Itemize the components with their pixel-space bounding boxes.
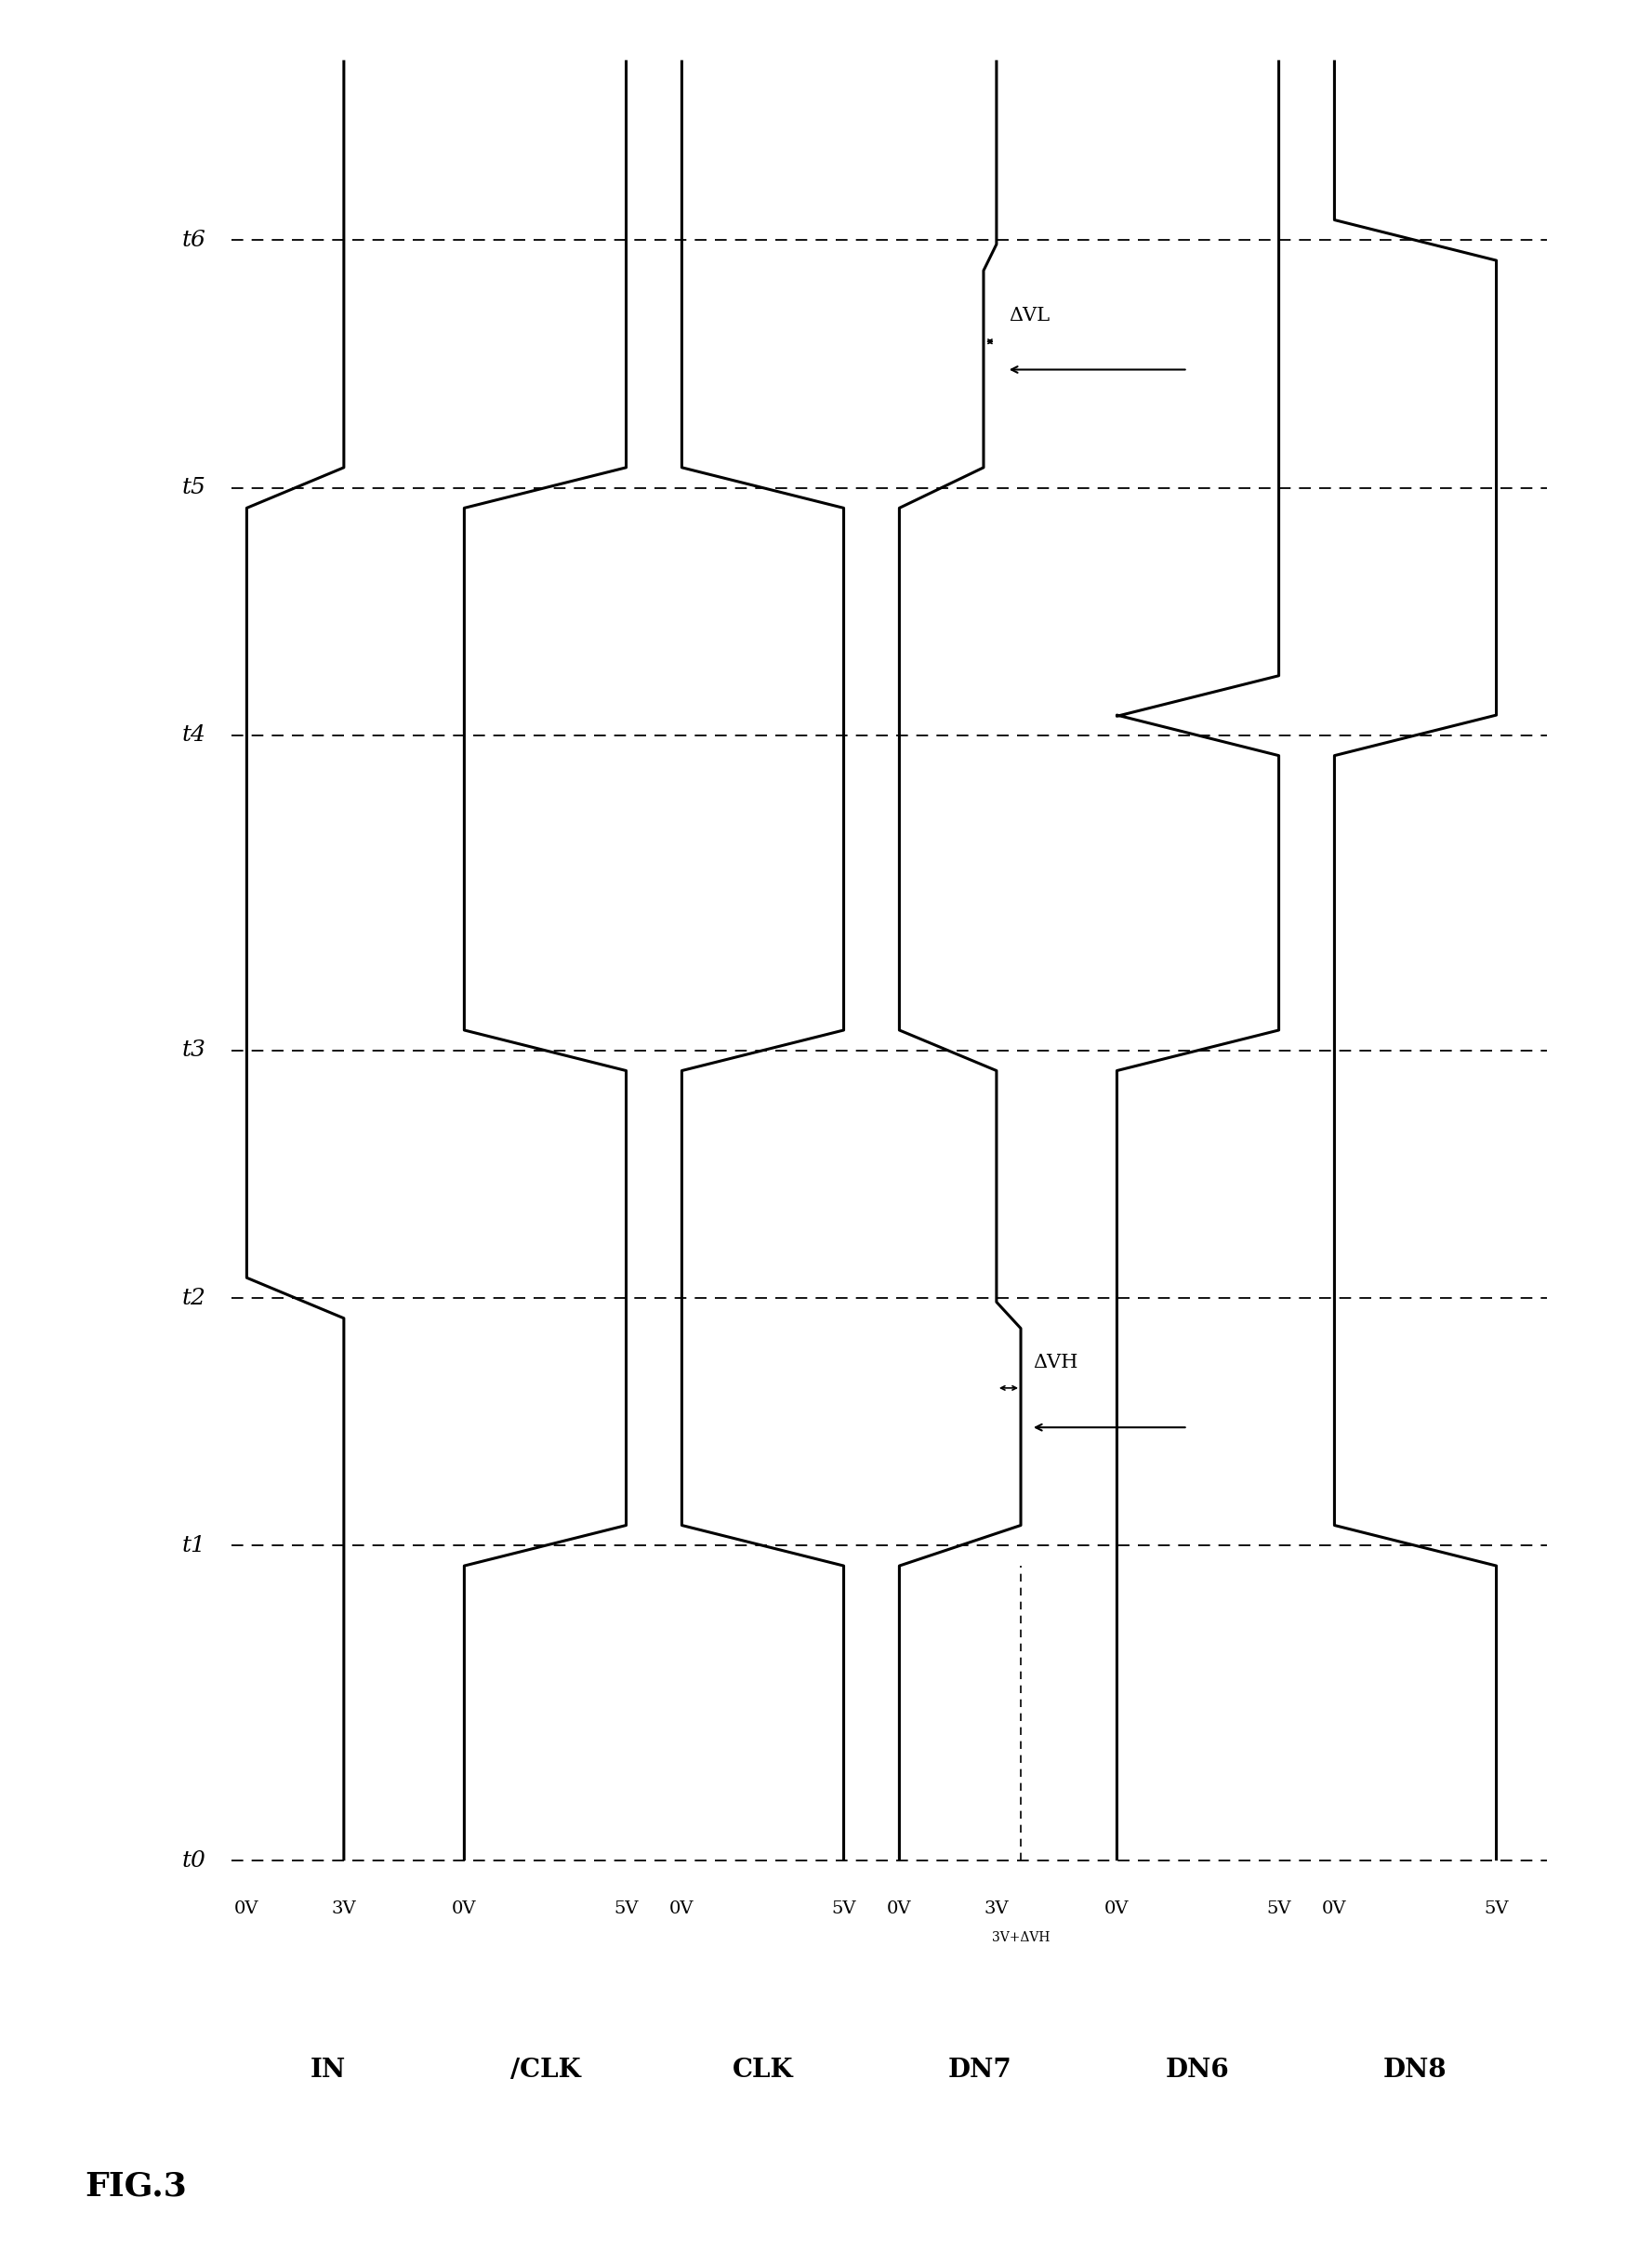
Text: t0: t0	[182, 1850, 206, 1872]
Text: 0V: 0V	[235, 1899, 259, 1918]
Text: /CLK: /CLK	[510, 2058, 580, 2083]
Text: 5V: 5V	[1267, 1899, 1292, 1918]
Text: t6: t6	[182, 229, 206, 251]
Text: 0V: 0V	[1105, 1899, 1130, 1918]
Text: 3V: 3V	[332, 1899, 357, 1918]
Text: 0V: 0V	[669, 1899, 694, 1918]
Text: 5V: 5V	[1483, 1899, 1508, 1918]
Text: t1: t1	[182, 1535, 206, 1555]
Text: 5V: 5V	[831, 1899, 856, 1918]
Text: ΔVH: ΔVH	[1032, 1354, 1077, 1372]
Text: ΔVL: ΔVL	[1009, 308, 1049, 324]
Text: t4: t4	[182, 724, 206, 747]
Text: 0V: 0V	[453, 1899, 476, 1918]
Text: DN6: DN6	[1166, 2058, 1229, 2083]
Text: DN8: DN8	[1383, 2058, 1447, 2083]
Text: IN: IN	[311, 2058, 345, 2083]
Text: FIG.3: FIG.3	[84, 2171, 187, 2201]
Text: 3V+ΔVH: 3V+ΔVH	[991, 1931, 1049, 1945]
Text: t2: t2	[182, 1288, 206, 1309]
Text: 0V: 0V	[1322, 1899, 1346, 1918]
Text: t5: t5	[182, 478, 206, 498]
Text: 3V: 3V	[985, 1899, 1009, 1918]
Text: DN7: DN7	[948, 2058, 1013, 2083]
Text: CLK: CLK	[732, 2058, 793, 2083]
Text: t3: t3	[182, 1039, 206, 1062]
Text: 5V: 5V	[615, 1899, 638, 1918]
Text: 0V: 0V	[887, 1899, 912, 1918]
